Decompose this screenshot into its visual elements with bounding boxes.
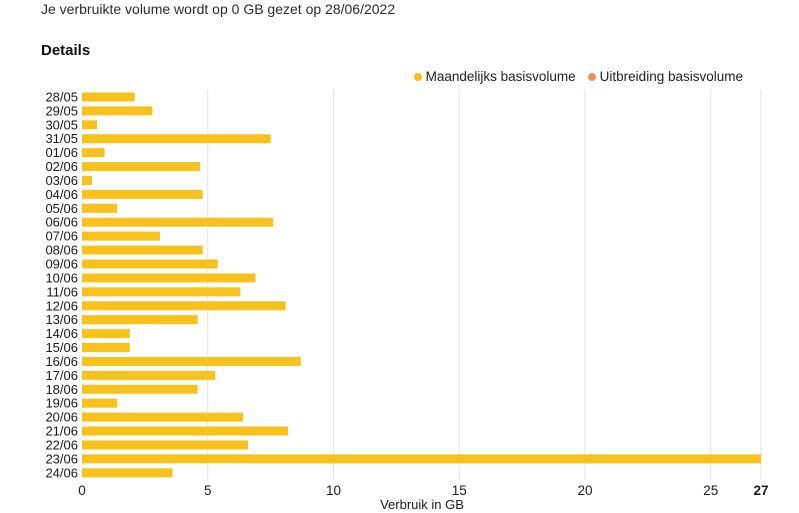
y-tick-label: 13/06 xyxy=(45,312,78,327)
bar xyxy=(82,245,203,255)
y-tick-label: 31/05 xyxy=(45,131,78,146)
bar xyxy=(82,454,761,464)
y-tick-label: 17/06 xyxy=(45,368,78,383)
y-tick-label: 04/06 xyxy=(45,187,78,202)
y-tick-label: 08/06 xyxy=(45,243,78,258)
bar xyxy=(82,287,241,297)
y-tick-label: 22/06 xyxy=(45,437,78,452)
y-tick-label: 12/06 xyxy=(45,298,78,313)
y-tick-label: 03/06 xyxy=(45,173,78,188)
y-tick-label: 07/06 xyxy=(45,229,78,244)
bar xyxy=(82,231,160,241)
legend-dot-icon xyxy=(587,72,596,81)
bar xyxy=(82,203,118,213)
bar xyxy=(82,134,271,144)
bar xyxy=(82,120,98,130)
y-tick-label: 18/06 xyxy=(45,382,78,397)
bar xyxy=(82,315,198,325)
legend-dot-icon xyxy=(413,72,422,81)
y-tick-label: 15/06 xyxy=(45,340,78,355)
bar xyxy=(82,343,130,353)
legend-item-extension[interactable]: Uitbreiding basisvolume xyxy=(587,69,743,84)
y-tick-label: 19/06 xyxy=(45,396,78,411)
bar xyxy=(82,301,286,311)
y-tick-label: 23/06 xyxy=(45,451,78,466)
bar xyxy=(82,440,248,450)
bar xyxy=(82,384,198,394)
bar xyxy=(82,370,216,380)
bar xyxy=(82,106,153,116)
y-tick-label: 11/06 xyxy=(46,284,78,299)
y-tick-label: 24/06 xyxy=(45,465,78,480)
x-tick-label: 15 xyxy=(452,483,467,498)
volume-reset-note: Je verbruikte volume wordt op 0 GB gezet… xyxy=(41,1,396,17)
chart-legend: Maandelijks basisvolume Uitbreiding basi… xyxy=(413,69,743,84)
bar xyxy=(82,92,135,102)
y-tick-label: 21/06 xyxy=(45,424,78,439)
bar xyxy=(82,356,301,366)
y-tick-label: 28/05 xyxy=(45,89,78,104)
x-tick-label: 10 xyxy=(326,483,341,498)
bar xyxy=(82,217,274,227)
bar xyxy=(82,273,256,283)
x-tick-label: 20 xyxy=(577,483,592,498)
y-tick-label: 14/06 xyxy=(45,326,78,341)
bar xyxy=(82,162,201,172)
y-tick-label: 02/06 xyxy=(45,159,78,174)
legend-label-monthly: Maandelijks basisvolume xyxy=(425,69,576,84)
y-tick-label: 05/06 xyxy=(45,201,78,216)
bar xyxy=(82,175,93,185)
bar xyxy=(82,329,130,339)
y-tick-label: 01/06 xyxy=(45,145,78,160)
y-tick-label: 16/06 xyxy=(45,354,78,369)
bar xyxy=(82,468,173,478)
bar xyxy=(82,426,289,436)
x-tick-label: 5 xyxy=(204,483,212,498)
x-tick-label: 25 xyxy=(703,483,718,498)
y-tick-label: 10/06 xyxy=(45,270,78,285)
y-tick-label: 29/05 xyxy=(45,103,78,118)
legend-item-monthly[interactable]: Maandelijks basisvolume xyxy=(413,69,576,84)
bar xyxy=(82,412,243,422)
bar xyxy=(82,259,218,269)
legend-label-extension: Uitbreiding basisvolume xyxy=(599,69,743,84)
y-tick-label: 09/06 xyxy=(45,257,78,272)
y-tick-label: 30/05 xyxy=(45,117,78,132)
y-tick-label: 06/06 xyxy=(45,215,78,230)
x-axis-label: Verbruik in GB xyxy=(380,497,464,512)
x-tick-label: 27 xyxy=(753,483,768,498)
bar xyxy=(82,189,203,199)
bar xyxy=(82,148,105,158)
y-tick-label: 20/06 xyxy=(45,410,78,425)
bar xyxy=(82,398,118,408)
x-tick-label: 0 xyxy=(78,483,86,498)
details-heading: Details xyxy=(41,42,91,59)
